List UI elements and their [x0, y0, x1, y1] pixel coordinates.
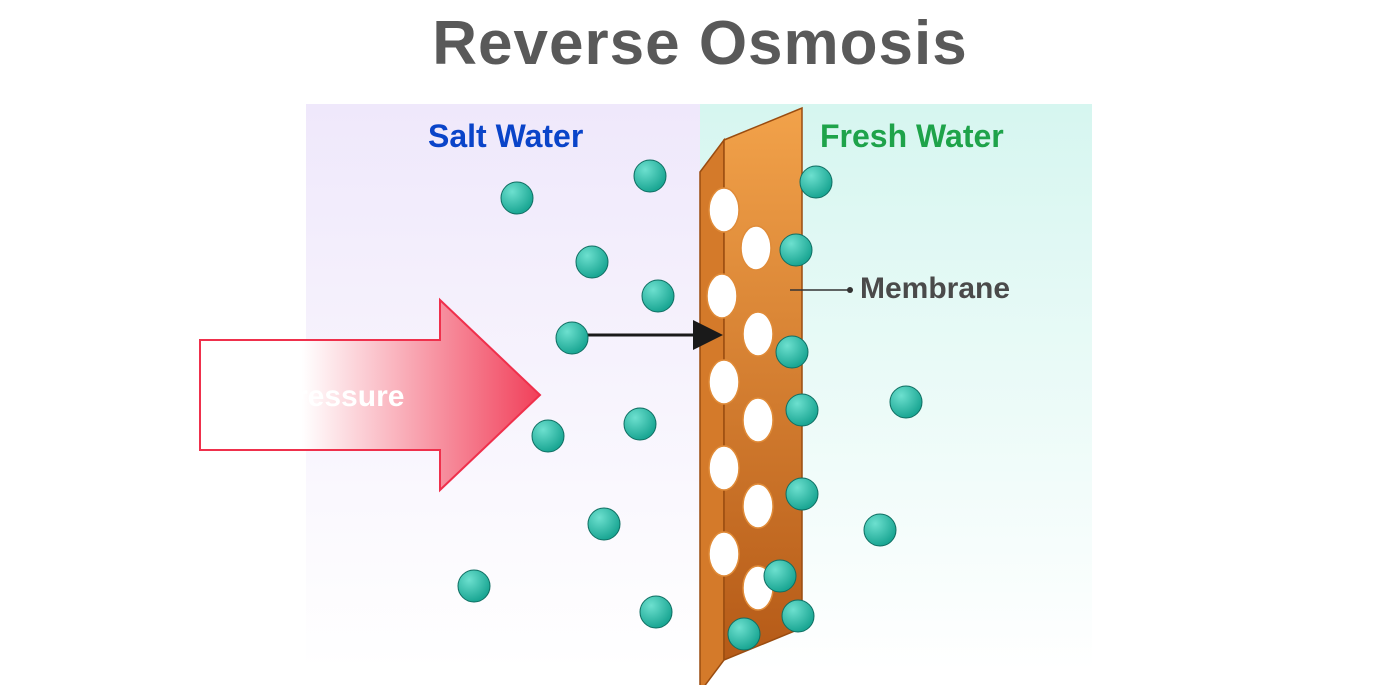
water-molecule-icon	[780, 234, 812, 266]
water-molecule-icon	[786, 478, 818, 510]
water-molecule-icon	[786, 394, 818, 426]
membrane-pore	[709, 446, 739, 490]
water-molecule-icon	[864, 514, 896, 546]
label-salt-water: Salt Water	[428, 118, 583, 155]
water-molecule-icon	[458, 570, 490, 602]
water-molecule-icon	[634, 160, 666, 192]
water-molecule-icon	[782, 600, 814, 632]
membrane-pore	[741, 226, 771, 270]
water-molecule-icon	[576, 246, 608, 278]
membrane-pore	[709, 188, 739, 232]
water-molecule-icon	[624, 408, 656, 440]
water-molecule-icon	[642, 280, 674, 312]
membrane-leader-dot	[847, 287, 853, 293]
water-molecule-icon	[640, 596, 672, 628]
water-molecule-icon	[776, 336, 808, 368]
label-pressure: Pressure	[276, 380, 404, 414]
water-molecule-icon	[556, 322, 588, 354]
water-molecule-icon	[800, 166, 832, 198]
label-fresh-water: Fresh Water	[820, 118, 1004, 155]
water-molecule-icon	[532, 420, 564, 452]
water-molecule-icon	[588, 508, 620, 540]
membrane-pore	[743, 398, 773, 442]
water-molecule-icon	[890, 386, 922, 418]
diagram-svg	[0, 0, 1400, 685]
diagram-title: Reverse Osmosis	[0, 8, 1400, 79]
diagram-stage: Reverse Osmosis Salt Water Fresh Water M…	[0, 0, 1400, 685]
label-membrane: Membrane	[860, 272, 1010, 306]
water-molecule-icon	[501, 182, 533, 214]
membrane-pore	[743, 484, 773, 528]
water-molecule-icon	[764, 560, 796, 592]
water-molecule-icon	[728, 618, 760, 650]
membrane-pore	[707, 274, 737, 318]
membrane-pore	[709, 532, 739, 576]
membrane-pore	[743, 312, 773, 356]
membrane-pore	[709, 360, 739, 404]
